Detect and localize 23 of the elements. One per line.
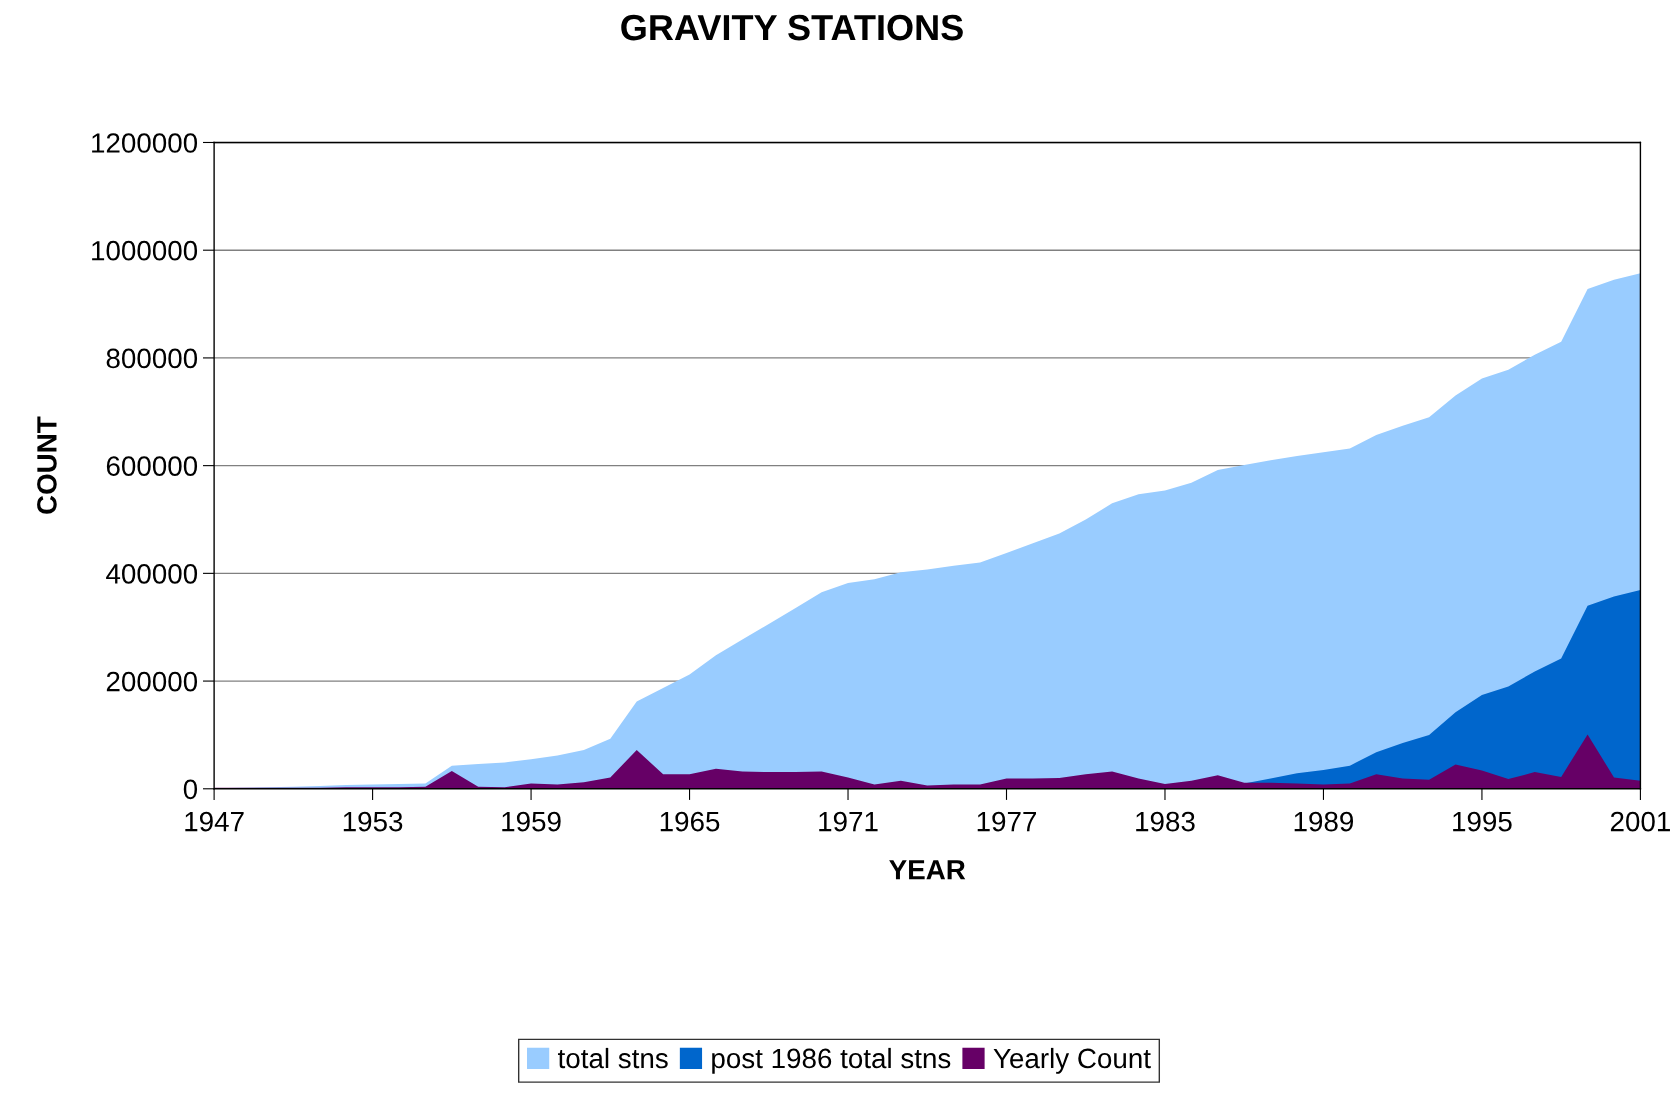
x-tick-label: 1953 — [343, 811, 403, 832]
legend-label: Yearly Count — [993, 1047, 1151, 1074]
x-tick-label: 1977 — [977, 811, 1037, 832]
x-tick-label: 1983 — [1136, 811, 1195, 832]
x-tick-label: 1995 — [1453, 811, 1512, 832]
chart-title: GRAVITY STATIONS — [621, 14, 963, 41]
x-tick-label: 1965 — [660, 811, 720, 832]
x-tick-label: 1947 — [185, 811, 244, 832]
y-axis-title: COUNT — [37, 416, 57, 514]
x-tick-label: 1959 — [502, 811, 561, 832]
y-tick-label: 400000 — [106, 564, 198, 584]
legend-label: post 1986 total stns — [712, 1047, 951, 1074]
y-tick-label: 200000 — [106, 671, 198, 692]
y-tick-label: 1000000 — [92, 240, 198, 261]
y-tick-label: 0 — [183, 779, 198, 800]
y-tick-label: 800000 — [106, 348, 198, 369]
y-tick-label: 600000 — [106, 456, 198, 476]
y-tick-label: 1200000 — [92, 133, 198, 153]
x-tick-label: 1971 — [819, 811, 878, 832]
x-axis-title: YEAR — [889, 860, 966, 880]
x-tick-label: 2001 — [1610, 811, 1670, 832]
x-tick-label: 1989 — [1294, 811, 1354, 832]
legend-label: total stns — [558, 1047, 668, 1069]
